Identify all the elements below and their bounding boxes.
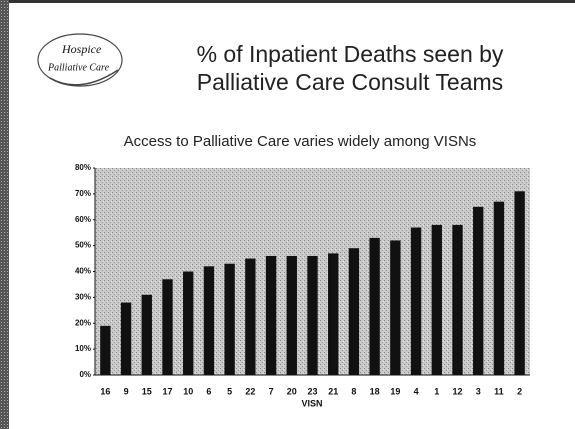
y-tick-label: 0% bbox=[79, 370, 91, 379]
y-tick-label: 10% bbox=[75, 344, 91, 353]
y-tick-label: 70% bbox=[75, 189, 91, 198]
x-tick-label: 10 bbox=[183, 386, 193, 396]
x-tick-label: 16 bbox=[100, 386, 110, 396]
y-tick-label: 80% bbox=[75, 163, 91, 172]
y-tick-label: 30% bbox=[75, 292, 91, 301]
y-tick-label: 40% bbox=[75, 267, 91, 276]
y-tick-label: 60% bbox=[75, 215, 91, 224]
x-tick-label: 22 bbox=[245, 386, 255, 396]
bar bbox=[369, 237, 380, 375]
bar bbox=[162, 279, 173, 375]
bar bbox=[493, 201, 505, 375]
x-tick-label: 3 bbox=[476, 386, 481, 396]
chart-subtitle: Access to Palliative Care varies widely … bbox=[123, 133, 477, 150]
bar bbox=[514, 191, 525, 375]
top-border bbox=[9, 0, 575, 3]
y-tick-label: 50% bbox=[75, 241, 91, 250]
bar bbox=[183, 271, 194, 375]
x-tick-label: 9 bbox=[124, 386, 129, 396]
y-tick-label: 20% bbox=[75, 318, 91, 327]
logo-text: Hospice bbox=[61, 42, 102, 56]
x-tick-label: 2 bbox=[517, 386, 522, 396]
x-tick-label: 19 bbox=[390, 386, 400, 396]
x-tick-label: 20 bbox=[287, 386, 297, 396]
bar bbox=[100, 325, 111, 375]
x-axis-label: VISN bbox=[301, 398, 322, 408]
x-tick-label: 12 bbox=[452, 386, 462, 396]
x-tick-label: 23 bbox=[307, 386, 317, 396]
bar bbox=[473, 206, 484, 375]
bar bbox=[120, 302, 132, 375]
x-tick-label: 21 bbox=[328, 386, 338, 396]
x-tick-label: 18 bbox=[370, 386, 380, 396]
bar bbox=[410, 227, 422, 375]
bar bbox=[245, 258, 256, 375]
bar bbox=[224, 263, 235, 375]
x-tick-label: 15 bbox=[142, 386, 152, 396]
bar bbox=[348, 248, 360, 375]
bar bbox=[328, 253, 339, 375]
x-tick-label: 4 bbox=[414, 386, 419, 396]
x-tick-label: 6 bbox=[206, 386, 211, 396]
x-tick-label: 1 bbox=[434, 386, 439, 396]
x-tick-label: 11 bbox=[494, 386, 504, 396]
bar bbox=[307, 255, 318, 375]
bar bbox=[390, 240, 401, 375]
bar bbox=[452, 224, 463, 375]
bar bbox=[286, 255, 297, 375]
x-tick-label: 8 bbox=[351, 386, 356, 396]
x-tick-label: 17 bbox=[162, 386, 172, 396]
x-tick-label: 7 bbox=[269, 386, 274, 396]
x-tick-label: 5 bbox=[227, 386, 232, 396]
scan-edge bbox=[0, 0, 9, 429]
logo: Hospice Palliative Care bbox=[37, 33, 123, 87]
bar bbox=[431, 224, 442, 375]
bar bbox=[141, 294, 152, 375]
bar bbox=[265, 255, 277, 375]
bar bbox=[203, 266, 215, 375]
chart-title: % of Inpatient Deaths seen by Palliative… bbox=[196, 41, 504, 95]
logo-text: Palliative Care bbox=[47, 62, 110, 73]
